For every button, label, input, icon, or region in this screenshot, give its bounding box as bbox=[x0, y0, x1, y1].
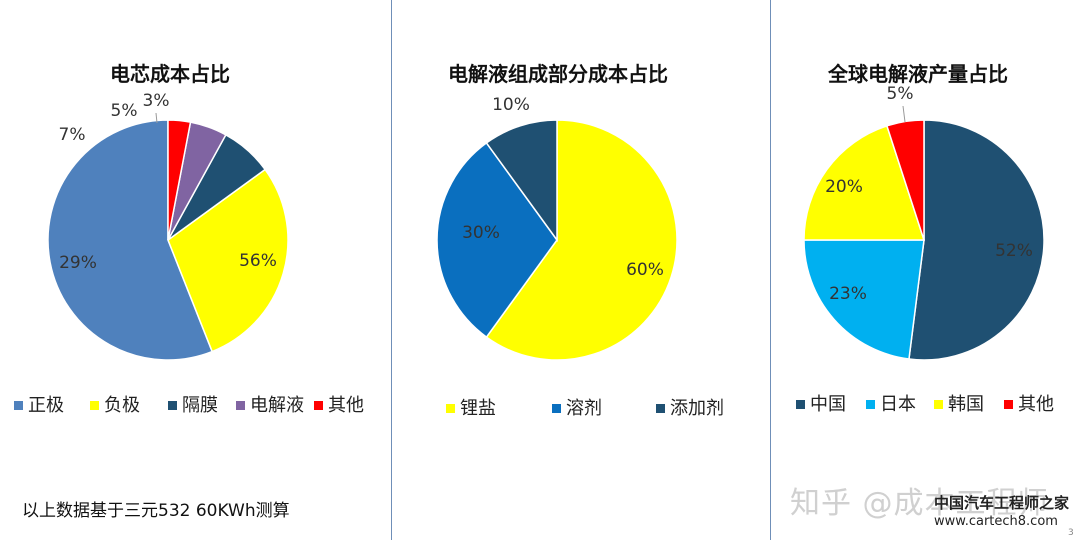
watermark-text: 知乎 @成本工程师 bbox=[790, 486, 1049, 521]
legend-swatch-0-0 bbox=[14, 401, 23, 410]
legend-swatch-0-1 bbox=[90, 401, 99, 410]
legend-label-0-4: 其他 bbox=[328, 395, 364, 416]
legend-swatch-0-4 bbox=[314, 401, 323, 410]
pie-slice-0-0 bbox=[47, 119, 214, 361]
data-label-2-0: 52% bbox=[995, 241, 1033, 261]
data-label-2-2: 20% bbox=[825, 177, 863, 197]
legend-label-0-3: 电解液 bbox=[250, 395, 304, 416]
legend-swatch-2-3 bbox=[1004, 400, 1013, 409]
legend-label-2-0: 中国 bbox=[810, 394, 846, 415]
data-label-2-1: 23% bbox=[829, 284, 867, 304]
legend-label-2-2: 韩国 bbox=[948, 394, 984, 415]
data-label-0-4: 3% bbox=[143, 91, 170, 111]
legend-label-1-0: 锂盐 bbox=[460, 398, 496, 419]
pie-slice-2-2 bbox=[803, 124, 926, 241]
leader-line-0-4 bbox=[155, 112, 158, 124]
pie-chart-electrolyte-output: 52% 23% 20% 5% 中国 日本 韩国 其他 bbox=[796, 84, 1054, 415]
legend-swatch-2-2 bbox=[934, 400, 943, 409]
legend-swatch-0-2 bbox=[168, 401, 177, 410]
chart-1-title: 电芯成本占比 bbox=[110, 62, 230, 86]
legend-label-2-3: 其他 bbox=[1018, 394, 1054, 415]
data-label-1-0: 60% bbox=[626, 260, 664, 280]
legend-label-0-0: 正极 bbox=[28, 395, 64, 416]
data-label-0-1: 29% bbox=[59, 253, 97, 273]
pie-slice-1-0 bbox=[485, 119, 678, 361]
legend-swatch-0-3 bbox=[236, 401, 245, 410]
legend-swatch-2-1 bbox=[866, 400, 875, 409]
pie-chart-electrolyte-cost: 60% 30% 10% 锂盐 溶剂 添加剂 bbox=[436, 95, 724, 419]
pie-slice-0-4 bbox=[167, 119, 192, 241]
data-label-1-1: 30% bbox=[462, 223, 500, 243]
chart-2-title: 电解液组成部分成本占比 bbox=[448, 62, 668, 86]
legend-label-0-2: 隔膜 bbox=[182, 395, 218, 416]
pie-slice-1-1 bbox=[436, 141, 558, 339]
divider-right bbox=[770, 0, 771, 540]
page-number: 3 bbox=[1068, 528, 1074, 538]
leader-line-2-3 bbox=[902, 105, 906, 123]
data-label-0-0: 56% bbox=[239, 251, 277, 271]
legend-swatch-1-2 bbox=[656, 404, 665, 413]
legend-label-2-1: 日本 bbox=[880, 394, 916, 415]
pie-slice-0-1 bbox=[167, 168, 289, 353]
legend-label-0-1: 负极 bbox=[104, 395, 140, 416]
data-label-1-2: 10% bbox=[492, 95, 530, 115]
data-label-0-2: 7% bbox=[59, 125, 86, 145]
data-label-2-3: 5% bbox=[887, 84, 914, 104]
legend-label-1-1: 溶剂 bbox=[566, 398, 602, 419]
pie-chart-cell-cost: 56% 29% 7% 5% 3% 正极 负极 隔膜 电解液 其他 bbox=[14, 91, 364, 416]
legend-swatch-2-0 bbox=[796, 400, 805, 409]
legend-swatch-1-1 bbox=[552, 404, 561, 413]
pie-slice-2-0 bbox=[908, 119, 1045, 361]
data-label-0-3: 5% bbox=[111, 101, 138, 121]
divider-left bbox=[391, 0, 392, 540]
legend-swatch-1-0 bbox=[446, 404, 455, 413]
watermark-url: www.cartech8.com bbox=[934, 514, 1058, 529]
pie-slice-2-1 bbox=[803, 239, 925, 360]
chart-3-title: 全球电解液产量占比 bbox=[828, 62, 1008, 86]
pie-slice-1-2 bbox=[485, 119, 558, 243]
legend-label-1-2: 添加剂 bbox=[670, 398, 724, 419]
watermark-site-name: 中国汽车工程师之家 bbox=[934, 494, 1070, 512]
footnote: 以上数据基于三元532 60KWh测算 bbox=[22, 501, 290, 521]
